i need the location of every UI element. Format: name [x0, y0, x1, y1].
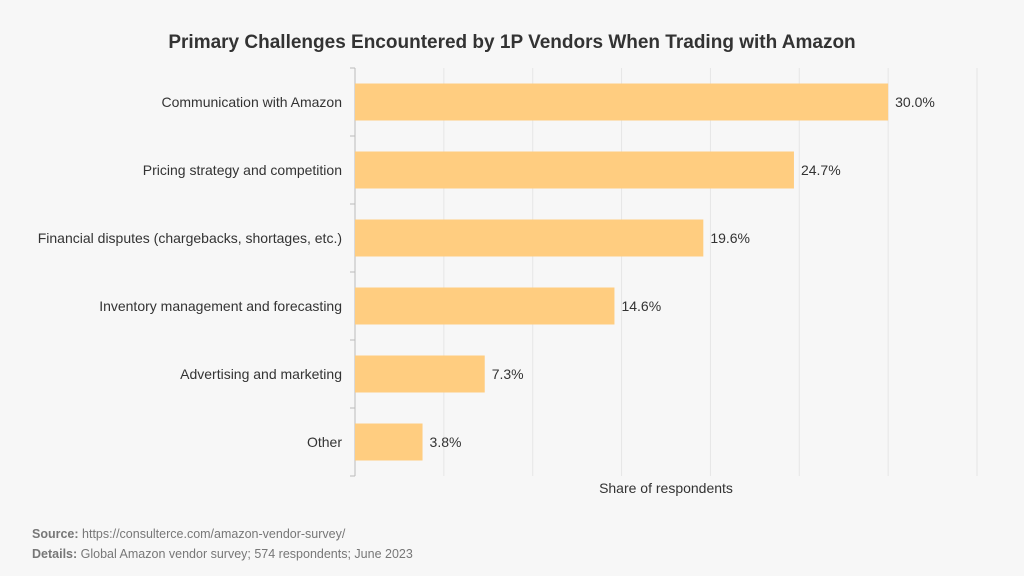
- category-label: Pricing strategy and competition: [143, 162, 342, 178]
- data-label: 3.8%: [430, 434, 462, 450]
- bar: [355, 83, 889, 121]
- x-axis-label: Share of respondents: [599, 480, 733, 496]
- bar: [355, 219, 704, 257]
- bar: [355, 287, 615, 325]
- details-label: Details:: [32, 547, 78, 561]
- details-line: Details: Global Amazon vendor survey; 57…: [32, 544, 413, 564]
- data-label: 30.0%: [895, 94, 935, 110]
- category-label: Inventory management and forecasting: [99, 298, 342, 314]
- source-label: Source:: [32, 527, 79, 541]
- details-value: Global Amazon vendor survey; 574 respond…: [80, 547, 413, 561]
- category-label: Other: [307, 434, 342, 450]
- source-line: Source: https://consulterce.com/amazon-v…: [32, 524, 413, 544]
- chart-title: Primary Challenges Encountered by 1P Ven…: [168, 32, 856, 53]
- bar: [355, 423, 423, 461]
- source-value: https://consulterce.com/amazon-vendor-su…: [82, 527, 346, 541]
- bar: [355, 151, 794, 189]
- data-label: 19.6%: [710, 230, 750, 246]
- data-label: 14.6%: [621, 298, 661, 314]
- bar: [355, 355, 485, 393]
- category-label: Communication with Amazon: [161, 94, 342, 110]
- data-label: 24.7%: [801, 162, 841, 178]
- chart-footer: Source: https://consulterce.com/amazon-v…: [32, 524, 413, 564]
- category-label: Financial disputes (chargebacks, shortag…: [38, 230, 342, 246]
- category-label: Advertising and marketing: [180, 366, 342, 382]
- data-label: 7.3%: [492, 366, 524, 382]
- bar-chart: Communication with Amazon 30.0% Pricing st…: [38, 67, 978, 496]
